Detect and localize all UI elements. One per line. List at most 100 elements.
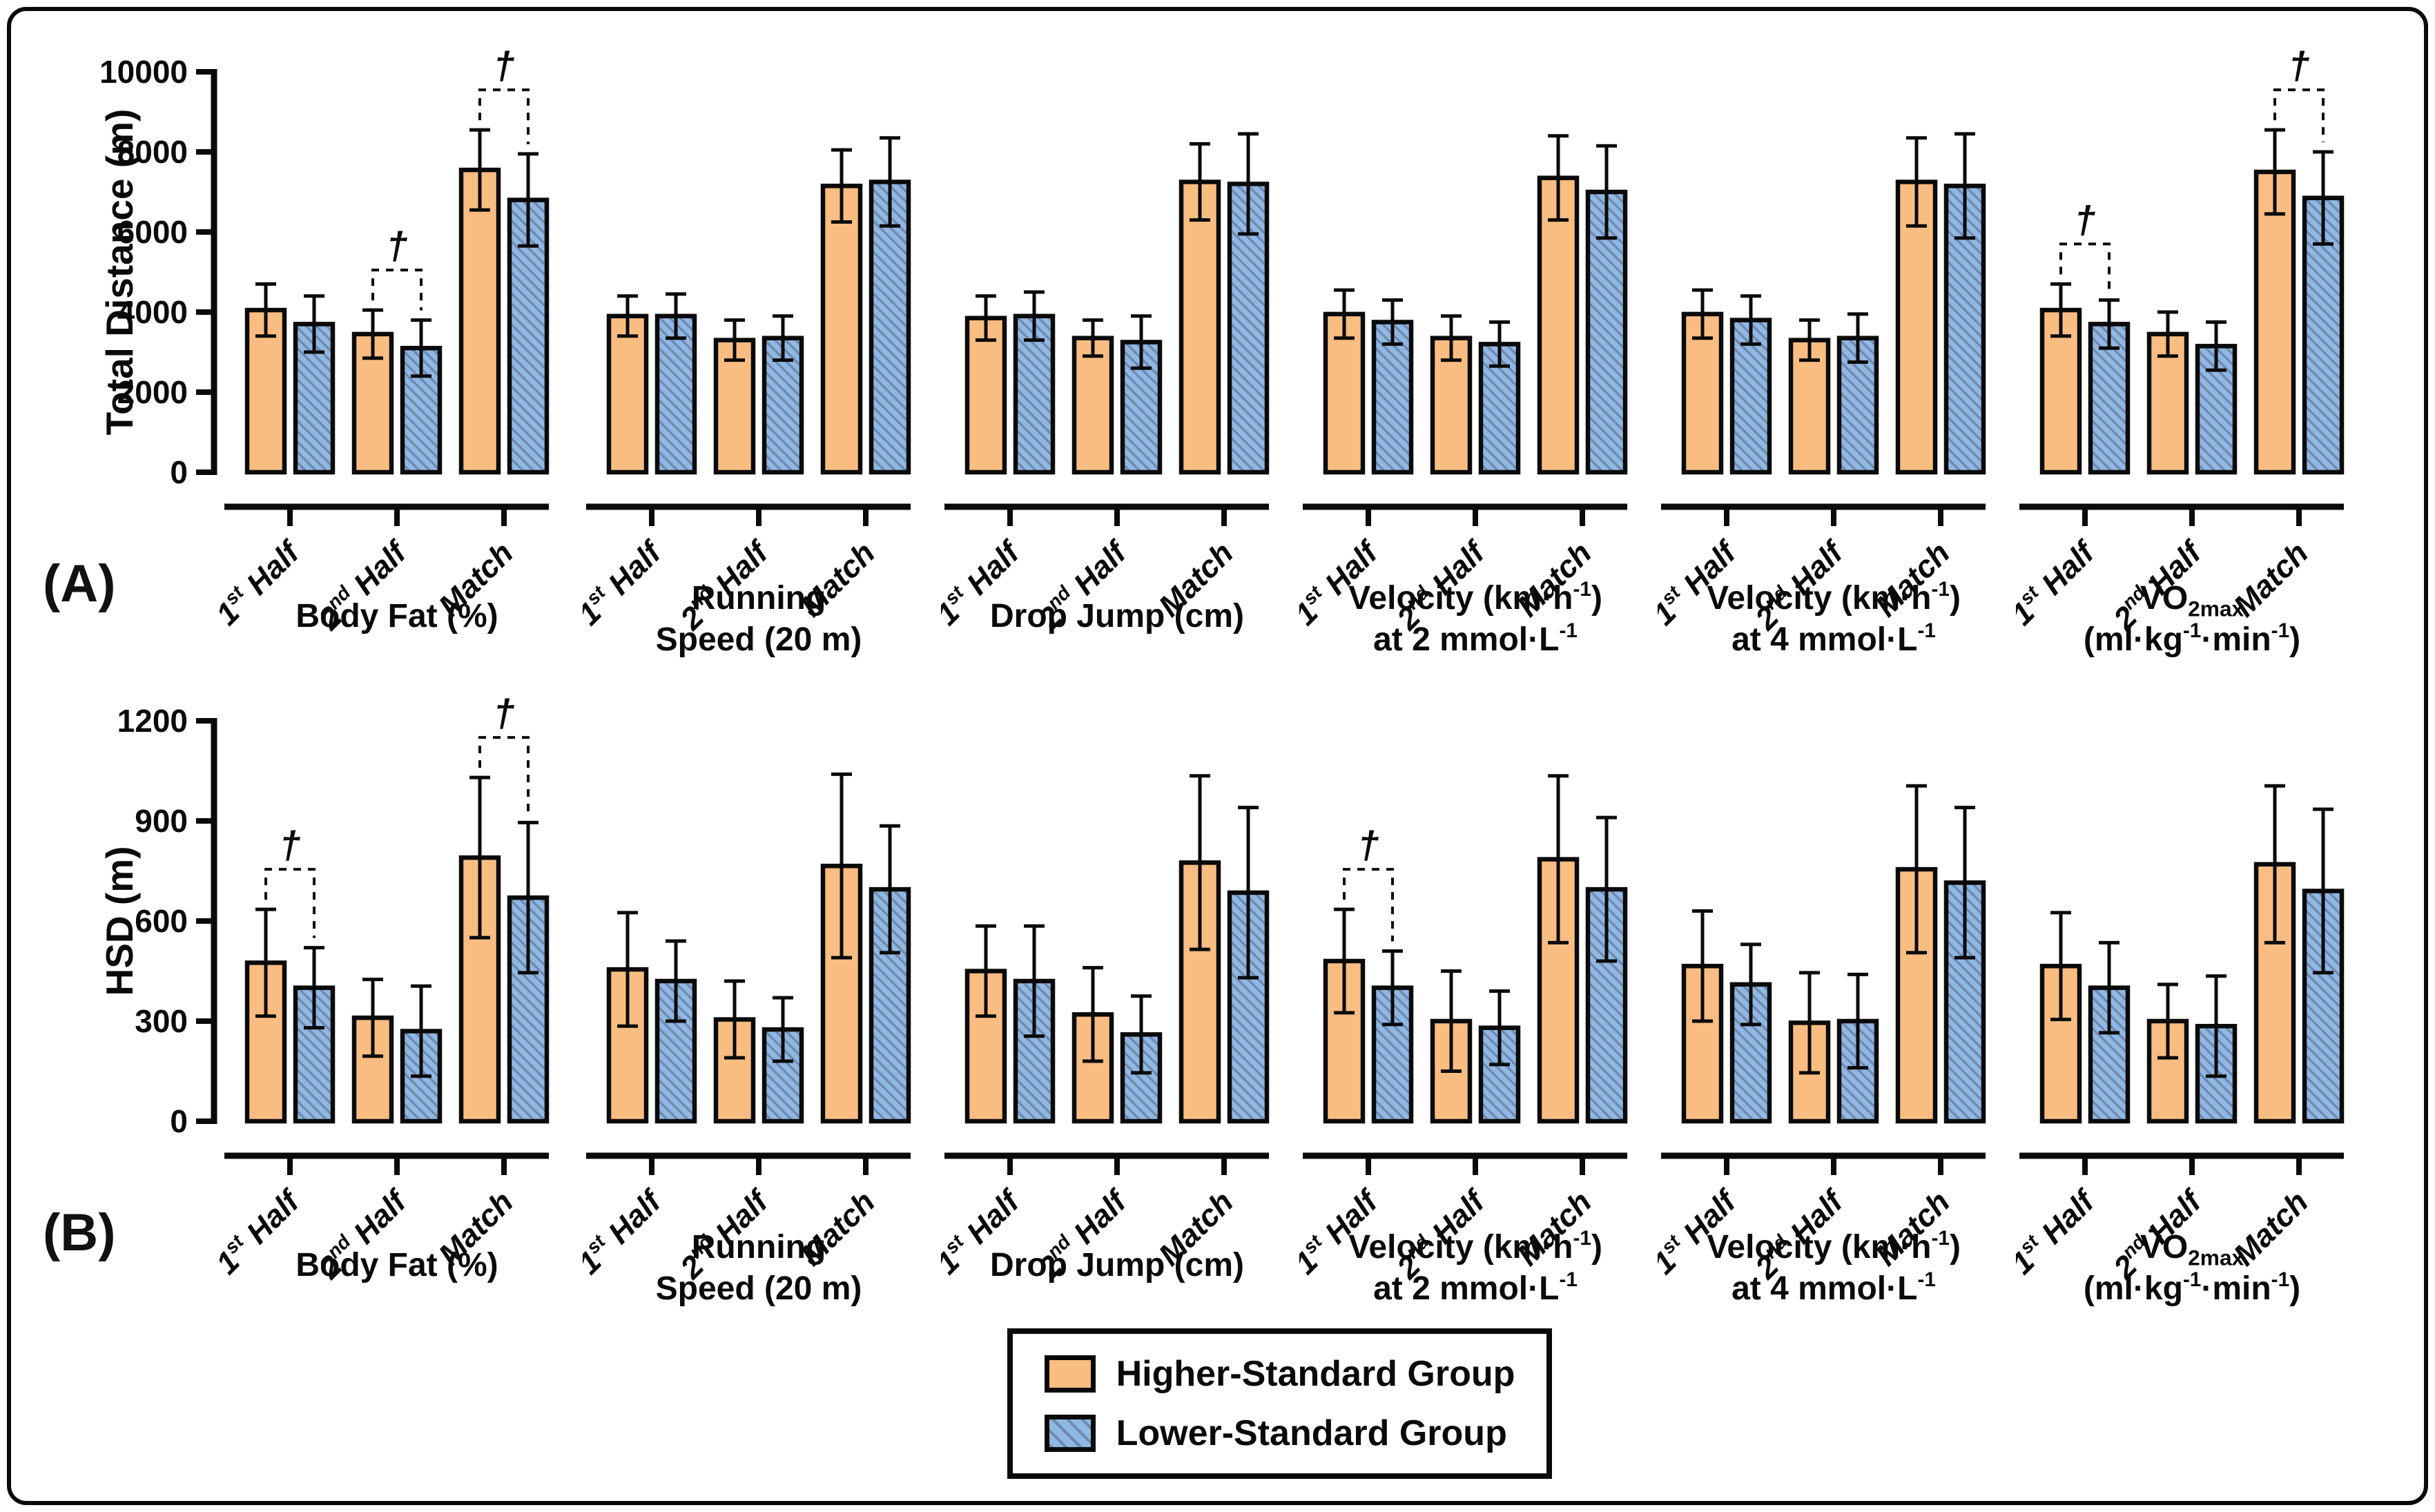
dagger-icon: † bbox=[1357, 823, 1379, 866]
error-bar bbox=[518, 152, 539, 248]
bar-higher-standard bbox=[458, 167, 501, 475]
y-axis-title: Total Distance (m) bbox=[98, 109, 141, 436]
error-bar bbox=[1596, 815, 1617, 963]
bar-higher-standard bbox=[606, 313, 649, 475]
panel-a1: 0 2000 4000 6000 8000 10000 Total Distance (m)… bbox=[98, 43, 550, 637]
error-bar bbox=[617, 911, 638, 1028]
panel-title: (ml·kg-1·min-1) bbox=[2084, 619, 2300, 658]
error-bar bbox=[411, 984, 431, 1078]
error-bar bbox=[773, 314, 793, 362]
row-a: (A) 0 2000 4000 6000 8000 10000 Total Distance… bbox=[25, 23, 2410, 668]
panel-title: at 2 mmol·L-1 bbox=[1373, 619, 1578, 658]
legend-item-higher: Higher-Standard Group bbox=[1044, 1353, 1515, 1395]
panel-title: Velocity (km·h-1) bbox=[1707, 578, 1961, 617]
panel-title: V̇O2max bbox=[2140, 580, 2244, 621]
error-bar bbox=[2206, 320, 2227, 372]
dagger-icon: † bbox=[493, 691, 514, 735]
error-bar bbox=[880, 824, 900, 955]
error-bar bbox=[2313, 807, 2334, 975]
error-bar bbox=[831, 148, 852, 224]
error-bar bbox=[1548, 134, 1569, 222]
error-bar bbox=[2157, 982, 2178, 1060]
bar-higher-standard bbox=[820, 184, 863, 475]
panel-title: Speed (20 m) bbox=[656, 621, 862, 658]
bar-higher-standard bbox=[1071, 336, 1114, 475]
y-axis-title: HSD (m) bbox=[98, 846, 141, 996]
error-bar bbox=[1489, 320, 1510, 368]
y-tick-label: 900 bbox=[135, 803, 188, 839]
error-bar bbox=[1334, 288, 1355, 340]
bar-higher-standard bbox=[1788, 338, 1831, 475]
legend: Higher-Standard Group Lower-Standard Gro… bbox=[1007, 1328, 1553, 1479]
error-bar bbox=[880, 136, 900, 228]
error-bar bbox=[1238, 806, 1259, 980]
error-bar bbox=[1024, 924, 1045, 1038]
bar-higher-standard bbox=[1895, 180, 1938, 475]
error-bar bbox=[304, 946, 324, 1030]
significance-marker: † bbox=[371, 224, 423, 311]
dagger-bracket bbox=[478, 736, 530, 813]
bar-higher-standard bbox=[1537, 175, 1580, 475]
error-bar bbox=[1024, 290, 1045, 342]
x-tick-label: 1st Half bbox=[2016, 532, 2103, 632]
lower-standard-swatch-icon bbox=[1044, 1415, 1096, 1452]
y-tick-label: 10000 bbox=[99, 54, 188, 90]
error-bar bbox=[666, 292, 686, 340]
bar-lower-standard bbox=[1943, 184, 1986, 475]
error-bar bbox=[2206, 974, 2227, 1078]
panel-title: V̇O2max bbox=[2140, 1229, 2244, 1270]
error-bar bbox=[1083, 966, 1103, 1063]
error-bar bbox=[469, 128, 490, 212]
error-bar bbox=[1190, 142, 1210, 222]
significance-marker: † bbox=[1343, 823, 1394, 942]
error-bar bbox=[1954, 132, 1975, 240]
bar-higher-standard bbox=[713, 338, 756, 475]
error-bar bbox=[362, 978, 383, 1058]
error-bar bbox=[1489, 989, 1510, 1067]
error-bar bbox=[255, 282, 276, 338]
y-tick-label: 0 bbox=[170, 454, 188, 490]
significance-marker: † bbox=[478, 43, 530, 144]
panel-title: at 4 mmol·L-1 bbox=[1731, 619, 1936, 658]
error-bar bbox=[255, 907, 276, 1018]
error-bar bbox=[362, 308, 383, 360]
error-bar bbox=[411, 318, 431, 378]
error-bar bbox=[1334, 907, 1355, 1015]
error-bar bbox=[304, 294, 324, 354]
bar-higher-standard bbox=[2253, 169, 2296, 475]
panel-title: Drop Jump (cm) bbox=[990, 1247, 1244, 1283]
error-bar bbox=[518, 820, 539, 975]
dagger-bracket bbox=[2059, 242, 2111, 291]
error-bar bbox=[1692, 909, 1713, 1023]
y-tick-label: 600 bbox=[135, 903, 188, 939]
x-tick-label: 2nd Half bbox=[672, 532, 777, 637]
x-tick-label: 1st Half bbox=[2016, 1181, 2103, 1281]
error-bar bbox=[831, 772, 852, 960]
error-bar bbox=[1596, 144, 1617, 240]
panel-title: Body Fat (%) bbox=[295, 598, 498, 634]
error-bar bbox=[2050, 282, 2071, 338]
dagger-bracket bbox=[2273, 88, 2325, 142]
y-tick-label: 300 bbox=[135, 1003, 188, 1039]
error-bar bbox=[1799, 971, 1820, 1075]
significance-marker: † bbox=[2059, 197, 2111, 291]
panel-title: Drop Jump (cm) bbox=[990, 598, 1244, 634]
x-tick-label: 1st Half bbox=[208, 1181, 308, 1281]
dagger-bracket bbox=[1343, 868, 1394, 942]
error-bar bbox=[2099, 298, 2119, 350]
dagger-bracket bbox=[478, 88, 530, 144]
panel-title: at 4 mmol·L-1 bbox=[1731, 1268, 1936, 1307]
panel-title: Velocity (km·h-1) bbox=[1348, 1227, 1602, 1266]
error-bar bbox=[1238, 132, 1259, 236]
error-bar bbox=[469, 775, 490, 940]
panel-title: at 2 mmol·L-1 bbox=[1373, 1268, 1578, 1307]
dagger-icon: † bbox=[493, 43, 514, 87]
